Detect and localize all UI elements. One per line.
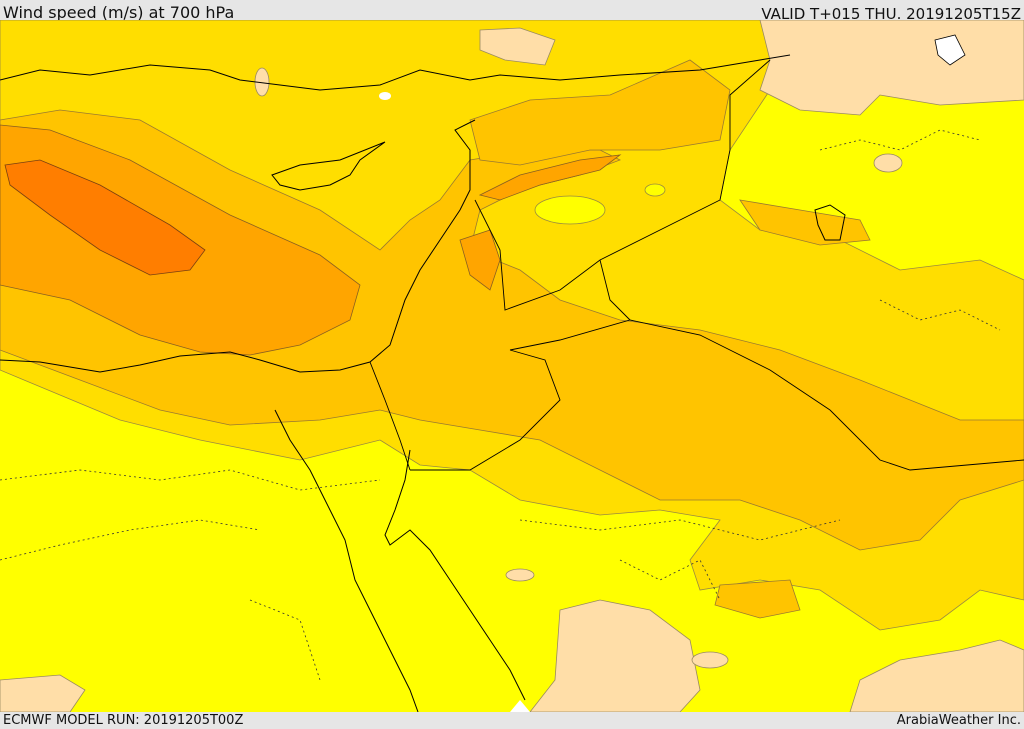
calm-patch-1 — [873, 153, 903, 173]
calm-patch-2 — [505, 568, 535, 582]
map-canvas — [0, 20, 1024, 712]
model-run-label: ECMWF MODEL RUN: 20191205T00Z — [3, 713, 244, 728]
light-patch-2 — [644, 183, 666, 197]
wind-band-very-strong — [4, 159, 206, 276]
province-borders — [0, 129, 1001, 681]
calm-patch-3 — [691, 651, 729, 669]
wind-band-fresh-north — [469, 59, 731, 166]
wind-band-fresh-south — [714, 579, 801, 619]
country-borders — [369, 59, 1024, 471]
wind-band-fresh-east — [739, 199, 871, 246]
no-data-spot-3 — [510, 700, 530, 712]
header-bar: Wind speed (m/s) at 700 hPa VALID T+015 … — [0, 0, 1024, 23]
footer-bar: ECMWF MODEL RUN: 20191205T00Z ArabiaWeat… — [0, 712, 1024, 729]
calm-area-north — [479, 27, 556, 66]
wind-band-strong-levant — [459, 229, 501, 291]
wind-band-strong-2 — [478, 154, 622, 201]
no-data-spot-2 — [934, 34, 966, 66]
no-data-spot-1 — [379, 92, 391, 100]
calm-area-southwest — [0, 674, 86, 712]
light-patch-1 — [534, 195, 606, 225]
credit-label: ArabiaWeather Inc. — [896, 713, 1021, 728]
wind-speed-map[interactable] — [0, 20, 1024, 712]
calm-area-southeast — [849, 639, 1024, 712]
map-title: Wind speed (m/s) at 700 hPa — [3, 3, 235, 22]
wind-band-fresh — [0, 109, 1024, 551]
calm-area-south-center — [529, 599, 701, 712]
valid-time: VALID T+015 THU. 20191205T15Z — [761, 5, 1021, 23]
